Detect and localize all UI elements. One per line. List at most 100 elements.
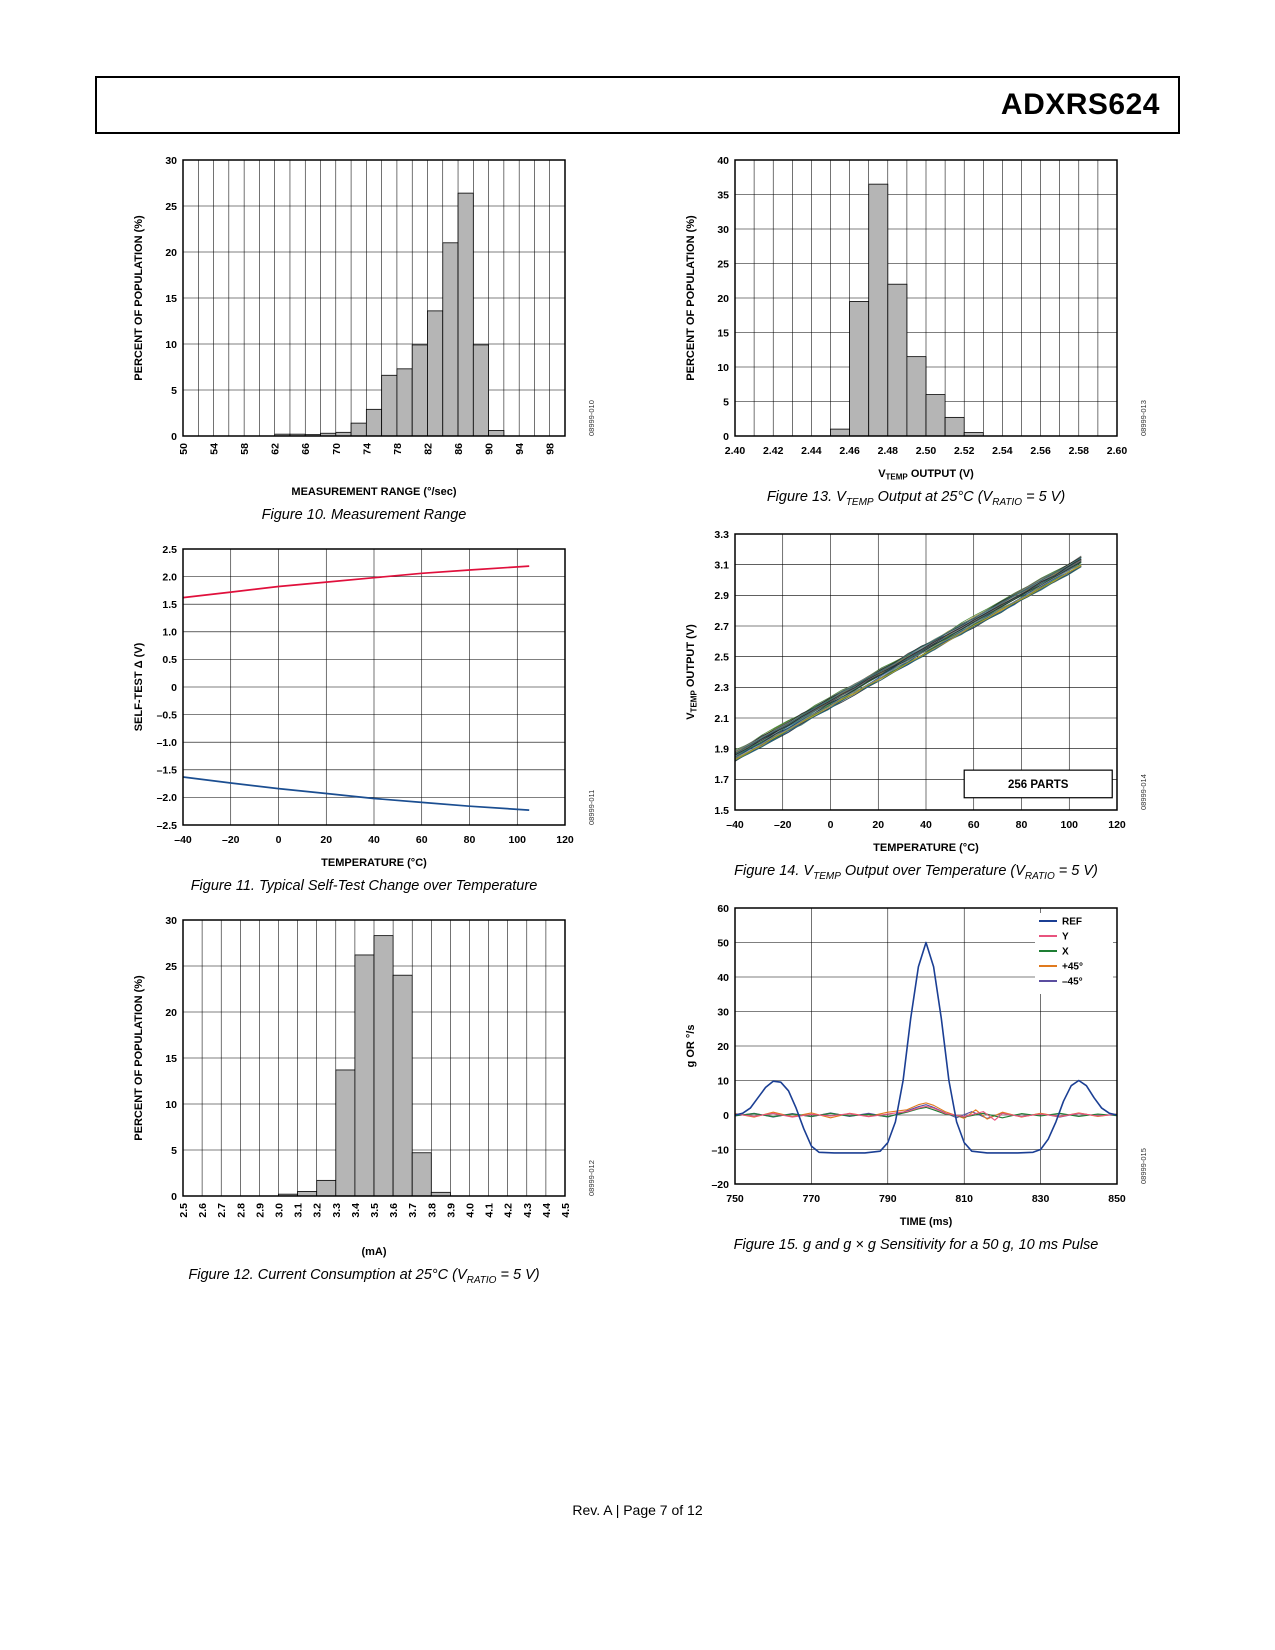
svg-text:3.5: 3.5 bbox=[369, 1203, 381, 1218]
header-part-number-box: ADXRS624 bbox=[95, 76, 1180, 134]
svg-text:–40: –40 bbox=[726, 819, 744, 831]
svg-text:50: 50 bbox=[178, 443, 190, 455]
figure-10-watermark: 08999-010 bbox=[587, 400, 596, 436]
svg-text:850: 850 bbox=[1108, 1193, 1126, 1205]
svg-text:2.42: 2.42 bbox=[763, 445, 784, 457]
figure-15-chart: 750 770 790 810 830 850 –20 –10 0 10 20 30 40 50 60 TIM… bbox=[685, 903, 1148, 1228]
svg-text:3.7: 3.7 bbox=[407, 1203, 419, 1218]
svg-text:94: 94 bbox=[514, 443, 526, 455]
svg-text:830: 830 bbox=[1032, 1193, 1050, 1205]
svg-text:62: 62 bbox=[270, 443, 282, 455]
svg-text:4.3: 4.3 bbox=[522, 1203, 534, 1218]
svg-text:–20: –20 bbox=[222, 834, 240, 846]
svg-text:78: 78 bbox=[392, 443, 404, 455]
svg-text:15: 15 bbox=[165, 1053, 177, 1065]
svg-text:2.60: 2.60 bbox=[1107, 445, 1128, 457]
figure-14-annotation: 256 PARTS bbox=[1008, 779, 1069, 791]
figure-13-xlabel: VTEMP OUTPUT (V) bbox=[878, 468, 974, 482]
figure-15-xlabel: TIME (ms) bbox=[900, 1216, 953, 1228]
svg-text:25: 25 bbox=[165, 201, 177, 213]
svg-text:20: 20 bbox=[165, 247, 177, 259]
svg-text:–2.0: –2.0 bbox=[157, 792, 178, 804]
svg-text:2.6: 2.6 bbox=[197, 1203, 209, 1218]
svg-text:74: 74 bbox=[361, 443, 373, 455]
figure-14-caption: Figure 14. VTEMP Output over Temperature… bbox=[734, 862, 1098, 882]
svg-text:0: 0 bbox=[171, 682, 177, 694]
svg-text:–0.5: –0.5 bbox=[157, 709, 178, 721]
svg-text:–40: –40 bbox=[174, 834, 192, 846]
svg-text:2.0: 2.0 bbox=[162, 571, 177, 583]
svg-text:–2.5: –2.5 bbox=[157, 820, 178, 832]
svg-text:20: 20 bbox=[717, 293, 729, 305]
figure-10-block: 50 54 58 62 66 70 74 78 82 86 90 94 98 0 5 10 15 20 25 30 ME… bbox=[129, 150, 599, 523]
charts-grid: 50 54 58 62 66 70 74 78 82 86 90 94 98 0 5 10 15 20 25 30 ME… bbox=[118, 150, 1162, 1302]
svg-text:30: 30 bbox=[717, 1006, 729, 1018]
svg-text:2.7: 2.7 bbox=[714, 621, 729, 633]
svg-text:15: 15 bbox=[717, 327, 729, 339]
svg-text:80: 80 bbox=[464, 834, 476, 846]
svg-text:790: 790 bbox=[879, 1193, 897, 1205]
figure-12-caption: Figure 12. Current Consumption at 25°C (… bbox=[188, 1267, 540, 1286]
figure-11-xlabel: TEMPERATURE (°C) bbox=[321, 857, 427, 869]
svg-text:35: 35 bbox=[717, 189, 729, 201]
svg-text:0.5: 0.5 bbox=[162, 654, 177, 666]
figure-15-ylabel: g OR °/s bbox=[685, 1024, 697, 1067]
charts-column-left: 50 54 58 62 66 70 74 78 82 86 90 94 98 0 5 10 15 20 25 30 ME… bbox=[118, 150, 610, 1302]
svg-text:54: 54 bbox=[209, 443, 221, 455]
figure-10-caption: Figure 10. Measurement Range bbox=[261, 507, 467, 523]
svg-text:1.9: 1.9 bbox=[714, 743, 729, 755]
svg-text:2.3: 2.3 bbox=[714, 682, 729, 694]
svg-text:2.1: 2.1 bbox=[714, 713, 729, 725]
figure-13-caption: Figure 13. VTEMP Output at 25°C (VRATIO … bbox=[766, 489, 1066, 508]
svg-text:810: 810 bbox=[955, 1193, 973, 1205]
svg-text:2.9: 2.9 bbox=[254, 1203, 266, 1218]
svg-text:2.7: 2.7 bbox=[216, 1203, 228, 1218]
svg-text:40: 40 bbox=[717, 972, 729, 984]
figure-14-xlabel: TEMPERATURE (°C) bbox=[873, 842, 979, 854]
figure-11-ylabel: SELF-TEST Δ (V) bbox=[133, 642, 145, 731]
svg-text:10: 10 bbox=[717, 1075, 729, 1087]
svg-text:60: 60 bbox=[968, 819, 980, 831]
svg-text:66: 66 bbox=[300, 443, 312, 455]
svg-text:2.5: 2.5 bbox=[162, 544, 177, 556]
figure-14-chart: 256 PARTS –40 –20 0 20 40 60 80 100 120 1.5 1.7 1.9 2… bbox=[685, 529, 1148, 854]
figure-13-watermark: 08999-013 bbox=[1139, 400, 1148, 436]
svg-text:20: 20 bbox=[165, 1007, 177, 1019]
figure-15-legend-1: REF bbox=[1062, 916, 1082, 927]
svg-text:–20: –20 bbox=[711, 1179, 729, 1191]
svg-text:2.8: 2.8 bbox=[235, 1203, 247, 1218]
figure-12-xlabel: (mA) bbox=[361, 1246, 386, 1258]
svg-text:40: 40 bbox=[368, 834, 380, 846]
figure-11-caption: Figure 11. Typical Self-Test Change over… bbox=[190, 878, 538, 894]
svg-text:4.1: 4.1 bbox=[484, 1203, 496, 1218]
figure-15-legend-5: –45° bbox=[1062, 976, 1083, 987]
part-number: ADXRS624 bbox=[1000, 88, 1160, 121]
svg-text:–1.5: –1.5 bbox=[157, 765, 178, 777]
svg-text:0: 0 bbox=[723, 431, 729, 443]
svg-text:20: 20 bbox=[872, 819, 884, 831]
svg-text:120: 120 bbox=[1108, 819, 1126, 831]
svg-text:10: 10 bbox=[717, 362, 729, 374]
svg-text:750: 750 bbox=[726, 1193, 744, 1205]
figure-10-chart: 50 54 58 62 66 70 74 78 82 86 90 94 98 0 5 10 15 20 25 30 ME… bbox=[133, 155, 596, 498]
svg-text:5: 5 bbox=[171, 385, 177, 397]
svg-text:–10: –10 bbox=[711, 1144, 729, 1156]
svg-text:3.1: 3.1 bbox=[714, 559, 729, 571]
figure-13-block: 2.40 2.42 2.44 2.46 2.48 2.50 2.52 2.54 2.56 2.58… bbox=[681, 150, 1151, 508]
svg-text:15: 15 bbox=[165, 293, 177, 305]
charts-column-right: 2.40 2.42 2.44 2.46 2.48 2.50 2.52 2.54 2.56 2.58… bbox=[670, 150, 1162, 1302]
svg-text:2.52: 2.52 bbox=[954, 445, 975, 457]
svg-text:3.3: 3.3 bbox=[714, 529, 729, 541]
svg-text:2.46: 2.46 bbox=[839, 445, 860, 457]
svg-text:–1.0: –1.0 bbox=[157, 737, 178, 749]
svg-text:50: 50 bbox=[717, 937, 729, 949]
svg-text:2.48: 2.48 bbox=[878, 445, 899, 457]
svg-text:30: 30 bbox=[717, 224, 729, 236]
svg-text:0: 0 bbox=[171, 431, 177, 443]
svg-text:3.6: 3.6 bbox=[388, 1203, 400, 1218]
svg-text:80: 80 bbox=[1016, 819, 1028, 831]
svg-text:60: 60 bbox=[416, 834, 428, 846]
page-footer: Rev. A | Page 7 of 12 bbox=[572, 1502, 703, 1518]
figure-15-caption: Figure 15. g and g × g Sensitivity for a… bbox=[733, 1236, 1099, 1253]
svg-text:90: 90 bbox=[484, 443, 496, 455]
